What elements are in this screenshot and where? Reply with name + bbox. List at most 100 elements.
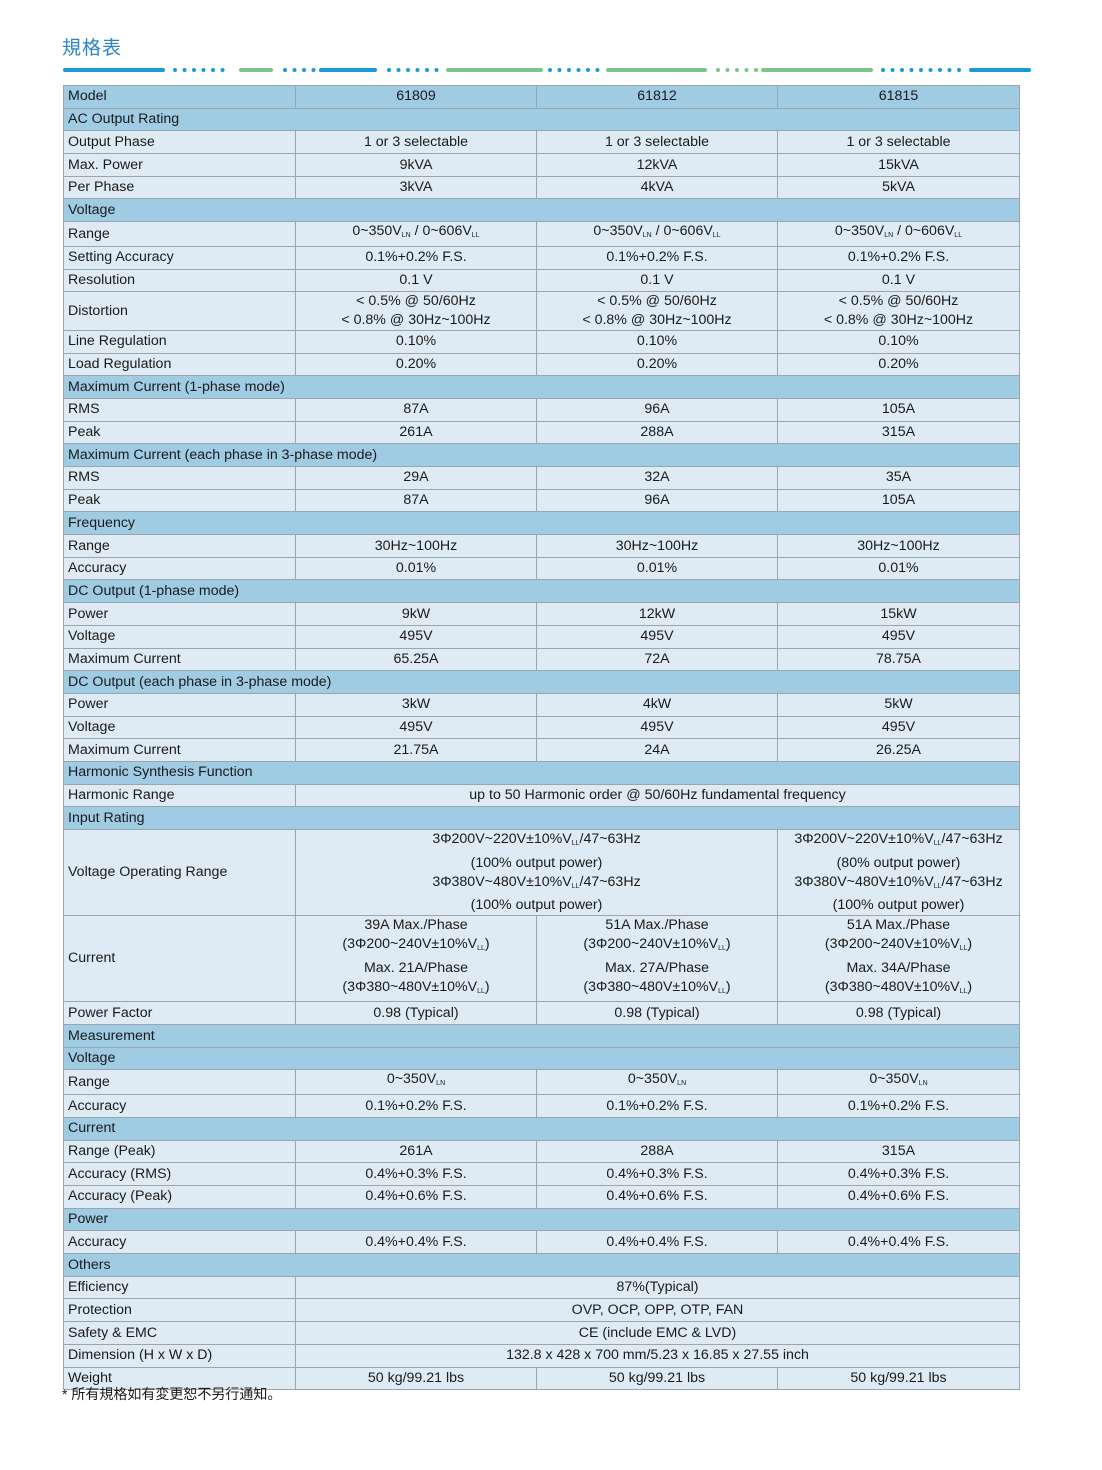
spec-value: 0.1 V <box>777 268 1020 293</box>
spec-value: OVP, OCP, OPP, OTP, FAN <box>295 1298 1020 1323</box>
spec-value: up to 50 Harmonic order @ 50/60Hz fundam… <box>295 783 1020 808</box>
section-header-row: DC Output (each phase in 3-phase mode) <box>63 670 1020 694</box>
section-title: Harmonic Synthesis Function <box>63 760 1020 785</box>
table-row: Setting Accuracy 0.1%+0.2% F.S. 0.1%+0.2% … <box>63 245 1020 270</box>
section-header-row: Voltage <box>63 198 1020 223</box>
section-header-row: Harmonic Synthesis Function <box>63 760 1020 785</box>
spec-value: 39A Max./Phase (3Φ200~240V±10%VLL) Max. 21… <box>295 915 537 1003</box>
spec-value: 0.01% <box>536 556 778 581</box>
spec-value: 288A <box>536 1139 778 1164</box>
spec-label: Range <box>63 221 296 247</box>
section-header-row: Measurement <box>63 1024 1020 1048</box>
spec-label: Range (Peak) <box>63 1139 296 1164</box>
spec-value: < 0.5% @ 50/60Hz < 0.8% @ 30Hz~100Hz <box>295 291 537 331</box>
spec-label: Voltage <box>63 715 296 740</box>
spec-label: Range <box>63 534 296 558</box>
section-title: Measurement <box>63 1024 1020 1048</box>
table-row: Distortion < 0.5% @ 50/60Hz < 0.8% @ 30Hz~… <box>63 291 1020 331</box>
spec-value: CE (include EMC & LVD) <box>295 1321 1020 1345</box>
table-row: Dimension (H x W x D) 132.8 x 428 x 700 m… <box>63 1343 1020 1368</box>
spec-value: 0.10% <box>536 329 778 354</box>
spec-value: 4kW <box>536 692 778 717</box>
spec-value: 261A <box>295 420 537 445</box>
spec-value: 21.75A <box>295 738 537 762</box>
spec-value: 87A <box>295 488 537 513</box>
spec-value: 50 kg/99.21 lbs <box>536 1366 778 1391</box>
spec-label: Voltage <box>63 624 296 649</box>
spec-label: Current <box>63 915 296 1003</box>
spec-label: Efficiency <box>63 1275 296 1300</box>
spec-value: 12kW <box>536 602 778 626</box>
spec-value: 0.01% <box>777 556 1020 581</box>
spec-label: Accuracy (RMS) <box>63 1162 296 1186</box>
spec-label: Maximum Current <box>63 738 296 762</box>
spec-value: 30Hz~100Hz <box>295 534 537 558</box>
spec-value: 1 or 3 selectable <box>295 130 537 155</box>
table-row: Peak 87A 96A 105A <box>63 488 1020 513</box>
table-row: Voltage 495V 495V 495V <box>63 715 1020 740</box>
table-header-row: Model 61809 61812 61815 <box>63 85 1020 109</box>
spec-value: < 0.5% @ 50/60Hz < 0.8% @ 30Hz~100Hz <box>536 291 778 331</box>
spec-value: 30Hz~100Hz <box>536 534 778 558</box>
spec-value: 3kVA <box>295 175 537 200</box>
spec-value: 0~350VLN <box>777 1069 1020 1096</box>
table-row: Maximum Current 65.25A 72A 78.75A <box>63 647 1020 672</box>
section-title: Power <box>63 1207 1020 1232</box>
spec-value: 315A <box>777 420 1020 445</box>
section-title: Input Rating <box>63 806 1020 831</box>
footnote: * 所有規格如有変更恕不另行通知。 <box>62 1386 282 1402</box>
section-header-row: DC Output (1-phase mode) <box>63 579 1020 604</box>
spec-label: Voltage Operating Range <box>63 829 296 917</box>
table-row: Harmonic Range up to 50 Harmonic order @ … <box>63 783 1020 808</box>
table-row: Range 30Hz~100Hz 30Hz~100Hz 30Hz~100Hz <box>63 534 1020 558</box>
spec-value: 3Φ200V~220V±10%VLL/47~63Hz (100% output p… <box>295 829 778 917</box>
spec-label: Peak <box>63 488 296 513</box>
table-row: Power Factor 0.98 (Typical) 0.98 (Typical)… <box>63 1001 1020 1026</box>
spec-value: 0.1%+0.2% F.S. <box>777 245 1020 270</box>
table-row: Line Regulation 0.10% 0.10% 0.10% <box>63 329 1020 354</box>
spec-label: Accuracy <box>63 1230 296 1255</box>
table-row: Accuracy 0.01% 0.01% 0.01% <box>63 556 1020 581</box>
spec-value: 3Φ200V~220V±10%VLL/47~63Hz (80% output po… <box>777 829 1020 917</box>
spec-value: < 0.5% @ 50/60Hz < 0.8% @ 30Hz~100Hz <box>777 291 1020 331</box>
spec-value: 87A <box>295 397 537 422</box>
model-column-header: 61809 <box>295 85 537 109</box>
page-title: 規格表 <box>62 38 123 59</box>
spec-value: 0.4%+0.6% F.S. <box>295 1185 537 1209</box>
spec-label: Distortion <box>63 291 296 331</box>
spec-value: 0.10% <box>295 329 537 354</box>
section-title: DC Output (each phase in 3-phase mode) <box>63 670 1020 694</box>
spec-value: 87%(Typical) <box>295 1275 1020 1300</box>
spec-value: 12kVA <box>536 153 778 177</box>
table-row: Accuracy (RMS) 0.4%+0.3% F.S. 0.4%+0.3% F.… <box>63 1162 1020 1186</box>
spec-value: 30Hz~100Hz <box>777 534 1020 558</box>
table-row: Range 0~350VLN 0~350VLN 0~350VLN <box>63 1069 1020 1096</box>
section-title: Maximum Current (1-phase mode) <box>63 375 1020 399</box>
table-row: Maximum Current 21.75A 24A 26.25A <box>63 738 1020 762</box>
spec-value: 5kVA <box>777 175 1020 200</box>
spec-value: 0.4%+0.6% F.S. <box>536 1185 778 1209</box>
spec-value: 35A <box>777 466 1020 490</box>
spec-label: Power <box>63 692 296 717</box>
spec-value: 0~350VLN / 0~606VLL <box>536 221 778 247</box>
table-row: Per Phase 3kVA 4kVA 5kVA <box>63 175 1020 200</box>
table-row: Load Regulation 0.20% 0.20% 0.20% <box>63 352 1020 377</box>
spec-value: 1 or 3 selectable <box>536 130 778 155</box>
spec-value: 0~350VLN / 0~606VLL <box>777 221 1020 247</box>
spec-value: 495V <box>536 715 778 740</box>
spec-value: 0~350VLN <box>536 1069 778 1096</box>
spec-label: Output Phase <box>63 130 296 155</box>
spec-label: Power <box>63 602 296 626</box>
spec-value: 0.4%+0.4% F.S. <box>536 1230 778 1255</box>
spec-label: Per Phase <box>63 175 296 200</box>
spec-value: 495V <box>536 624 778 649</box>
spec-value: 24A <box>536 738 778 762</box>
spec-label: Maximum Current <box>63 647 296 672</box>
section-header-row: Power <box>63 1207 1020 1232</box>
spec-value: 9kW <box>295 602 537 626</box>
spec-value: 495V <box>295 715 537 740</box>
table-row: Output Phase 1 or 3 selectable 1 or 3 sele… <box>63 130 1020 155</box>
section-header-row: Input Rating <box>63 806 1020 831</box>
section-header-row: Current <box>63 1116 1020 1141</box>
spec-value: 0.4%+0.3% F.S. <box>295 1162 537 1186</box>
